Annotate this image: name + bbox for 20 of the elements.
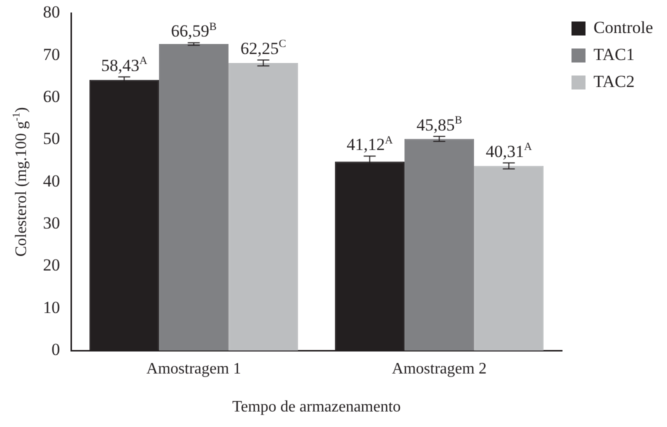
x-axis-title: Tempo de armazenamento bbox=[232, 398, 401, 416]
y-tick-label: 60 bbox=[43, 87, 60, 106]
y-tick-label: 30 bbox=[43, 214, 60, 233]
legend-label: TAC1 bbox=[594, 44, 635, 64]
y-tick-label: 70 bbox=[43, 44, 60, 64]
y-tick-label: 40 bbox=[43, 171, 60, 190]
legend-label: Controle bbox=[594, 18, 654, 37]
x-tick-label: Amostragem 2 bbox=[392, 360, 487, 378]
bar bbox=[158, 44, 229, 351]
y-tick-label: 0 bbox=[52, 340, 60, 360]
y-tick-label: 10 bbox=[43, 298, 60, 317]
bar bbox=[474, 166, 544, 351]
y-tick-label: 80 bbox=[43, 2, 60, 22]
bar bbox=[228, 62, 298, 351]
x-tick-label: Amostragem 1 bbox=[146, 360, 242, 378]
y-tick-label: 50 bbox=[43, 129, 60, 148]
legend-label: TAC2 bbox=[594, 72, 635, 91]
y-tick-label: 20 bbox=[43, 256, 60, 275]
bar bbox=[404, 138, 474, 351]
y-axis-title: Colesterol (mg.100 g-1) bbox=[12, 107, 30, 257]
